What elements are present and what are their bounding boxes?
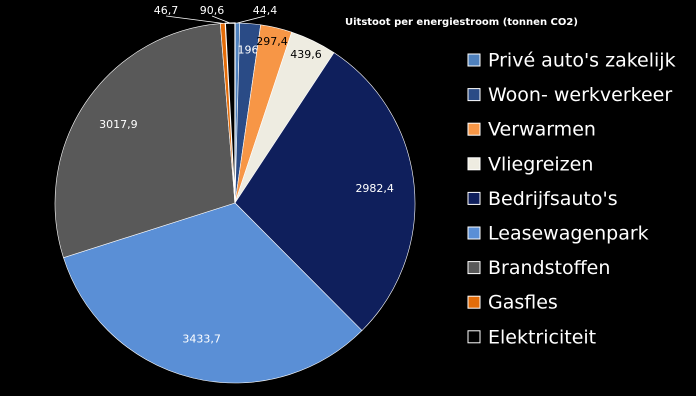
legend-swatch xyxy=(467,226,481,240)
leader-line xyxy=(237,15,266,24)
data-label: 297,4 xyxy=(256,35,288,48)
pie-slice xyxy=(63,202,363,384)
data-label: 439,6 xyxy=(290,48,322,61)
leader-line xyxy=(211,15,231,24)
legend-swatch xyxy=(467,122,481,136)
legend-label: Bedrijfsauto's xyxy=(488,188,618,210)
legend-swatch xyxy=(467,261,481,275)
legend-swatch xyxy=(467,330,481,344)
legend-label: Verwarmen xyxy=(488,119,596,141)
legend-swatch xyxy=(467,191,481,205)
legend-label: Privé auto's zakelijk xyxy=(488,50,676,72)
data-label: 3017,9 xyxy=(99,118,138,131)
legend-label: Gasfles xyxy=(488,292,558,314)
legend-label: Elektriciteit xyxy=(488,326,596,348)
chart-title: Uitstoot per energiestroom (tonnen CO2) xyxy=(345,17,578,28)
legend-swatch xyxy=(467,88,481,102)
legend-label: Woon- werkverkeer xyxy=(488,84,672,106)
legend-label: Leasewagenpark xyxy=(488,223,649,245)
data-label: 90,6 xyxy=(200,4,225,17)
data-label: 46,7 xyxy=(154,4,179,17)
pie-slice xyxy=(234,52,416,332)
legend-label: Brandstoffen xyxy=(488,257,610,279)
data-label: 196 xyxy=(237,44,258,57)
legend-label: Vliegreizen xyxy=(488,153,593,175)
data-label: 44,4 xyxy=(253,4,278,17)
legend-swatch xyxy=(467,157,481,171)
leader-line xyxy=(165,15,223,24)
legend-swatch xyxy=(467,295,481,309)
legend-swatch xyxy=(467,53,481,67)
data-label: 3433,7 xyxy=(182,332,221,345)
data-label: 2982,4 xyxy=(355,182,394,195)
pie-slice xyxy=(54,23,236,259)
